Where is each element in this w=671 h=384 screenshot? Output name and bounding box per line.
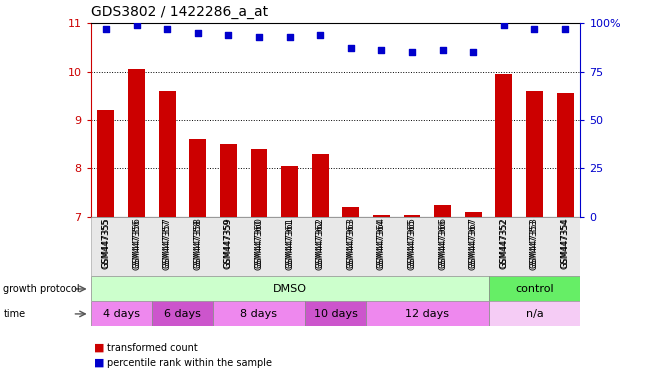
Text: 6 days: 6 days xyxy=(164,309,201,319)
Point xyxy=(407,49,417,55)
Text: ■: ■ xyxy=(94,358,105,368)
Bar xyxy=(495,74,512,217)
Bar xyxy=(220,144,237,217)
Bar xyxy=(465,212,482,217)
FancyBboxPatch shape xyxy=(305,301,366,326)
Text: GSM447361: GSM447361 xyxy=(285,219,294,270)
Bar xyxy=(557,93,574,217)
Text: GSM447360: GSM447360 xyxy=(254,219,264,270)
Point xyxy=(101,26,111,32)
Point xyxy=(346,45,356,51)
Text: GSM447356: GSM447356 xyxy=(132,219,141,270)
Text: GSM447355: GSM447355 xyxy=(101,219,111,270)
Text: GSM447362: GSM447362 xyxy=(315,217,325,268)
Text: ■: ■ xyxy=(94,343,105,353)
Text: GSM447365: GSM447365 xyxy=(407,217,417,268)
Text: 4 days: 4 days xyxy=(103,309,140,319)
Text: GSM447352: GSM447352 xyxy=(499,219,509,270)
Bar xyxy=(526,91,543,217)
Text: GSM447360: GSM447360 xyxy=(254,217,264,268)
Bar xyxy=(373,215,390,217)
Text: GSM447354: GSM447354 xyxy=(560,219,570,270)
Text: 12 days: 12 days xyxy=(405,309,450,319)
Point xyxy=(468,49,478,55)
Text: GSM447357: GSM447357 xyxy=(162,217,172,268)
Text: 10 days: 10 days xyxy=(313,309,358,319)
Bar xyxy=(312,154,329,217)
Point xyxy=(193,30,203,36)
Bar xyxy=(342,207,359,217)
Bar xyxy=(128,69,145,217)
FancyBboxPatch shape xyxy=(91,276,488,301)
FancyBboxPatch shape xyxy=(366,301,488,326)
Point xyxy=(437,47,448,53)
Point xyxy=(223,31,234,38)
Text: GSM447358: GSM447358 xyxy=(193,217,202,268)
Text: growth protocol: growth protocol xyxy=(3,284,80,294)
Text: percentile rank within the sample: percentile rank within the sample xyxy=(107,358,272,368)
Point xyxy=(376,47,386,53)
Point xyxy=(131,22,142,28)
Point xyxy=(254,33,264,40)
FancyBboxPatch shape xyxy=(213,301,305,326)
Text: DMSO: DMSO xyxy=(272,284,307,294)
Bar xyxy=(250,149,267,217)
Text: GSM447359: GSM447359 xyxy=(224,219,233,270)
Text: GDS3802 / 1422286_a_at: GDS3802 / 1422286_a_at xyxy=(91,5,268,19)
Text: GSM447367: GSM447367 xyxy=(469,217,478,268)
Bar xyxy=(281,166,298,217)
FancyBboxPatch shape xyxy=(152,301,213,326)
Bar xyxy=(189,139,206,217)
Text: GSM447352: GSM447352 xyxy=(499,217,509,268)
Bar xyxy=(404,215,421,217)
Text: GSM447353: GSM447353 xyxy=(530,217,539,268)
Text: GSM447359: GSM447359 xyxy=(224,217,233,268)
FancyBboxPatch shape xyxy=(488,301,580,326)
Text: GSM447364: GSM447364 xyxy=(377,219,386,270)
Text: 8 days: 8 days xyxy=(240,309,278,319)
Text: GSM447367: GSM447367 xyxy=(469,219,478,270)
Text: GSM447363: GSM447363 xyxy=(346,217,356,268)
Text: GSM447362: GSM447362 xyxy=(315,219,325,270)
Text: GSM447353: GSM447353 xyxy=(530,219,539,270)
Text: GSM447354: GSM447354 xyxy=(560,217,570,268)
Text: GSM447355: GSM447355 xyxy=(101,217,111,268)
Point xyxy=(315,31,325,38)
Text: transformed count: transformed count xyxy=(107,343,198,353)
Bar xyxy=(159,91,176,217)
Text: time: time xyxy=(3,309,25,319)
Point xyxy=(499,22,509,28)
Point xyxy=(529,26,540,32)
Point xyxy=(560,26,570,32)
Text: GSM447361: GSM447361 xyxy=(285,217,294,268)
Text: GSM447357: GSM447357 xyxy=(162,219,172,270)
Point xyxy=(162,26,172,32)
Text: GSM447356: GSM447356 xyxy=(132,217,141,268)
Text: GSM447365: GSM447365 xyxy=(407,219,417,270)
Text: control: control xyxy=(515,284,554,294)
Bar xyxy=(97,110,114,217)
Text: GSM447366: GSM447366 xyxy=(438,219,447,270)
Text: GSM447363: GSM447363 xyxy=(346,219,356,270)
FancyBboxPatch shape xyxy=(91,301,152,326)
Text: n/a: n/a xyxy=(525,309,544,319)
Text: GSM447366: GSM447366 xyxy=(438,217,447,268)
Text: GSM447364: GSM447364 xyxy=(377,217,386,268)
Text: GSM447358: GSM447358 xyxy=(193,219,202,270)
Point xyxy=(285,33,295,40)
Bar xyxy=(434,205,451,217)
FancyBboxPatch shape xyxy=(488,276,580,301)
FancyBboxPatch shape xyxy=(91,217,580,276)
